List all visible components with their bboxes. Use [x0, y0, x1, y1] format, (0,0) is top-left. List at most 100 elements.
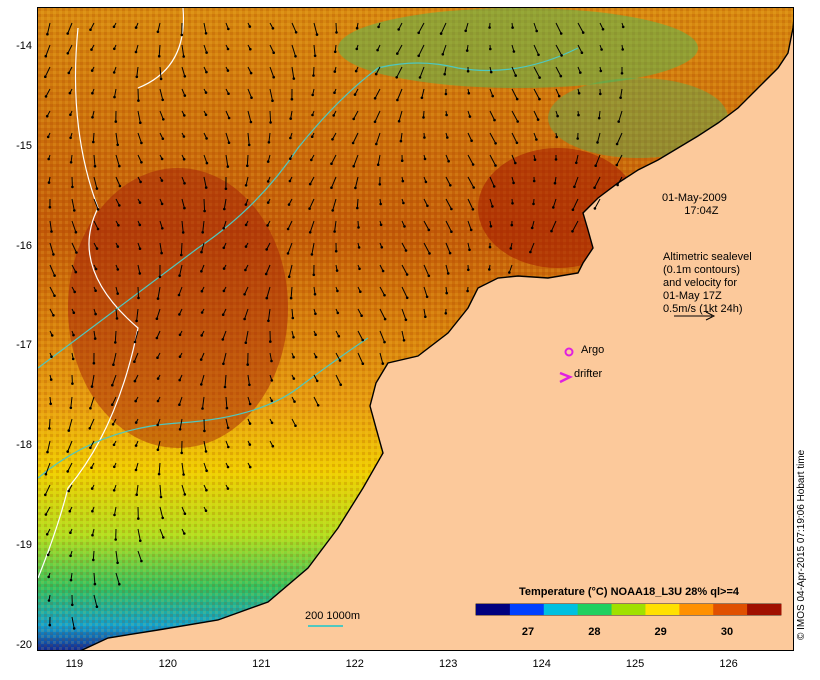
velocity-vector [357, 352, 364, 364]
velocity-vector-head [247, 143, 251, 147]
velocity-vector [467, 176, 475, 188]
velocity-vector [374, 110, 381, 123]
velocity-vector-head [491, 205, 494, 208]
velocity-vector-head [314, 312, 317, 316]
velocity-vector-head [138, 272, 142, 275]
date-label: 01-May-2009 17:04Z [662, 192, 727, 218]
colorbar-segment [747, 604, 782, 615]
velocity-vector-head [244, 203, 248, 206]
velocity-vector-head [494, 142, 497, 145]
velocity-vector [533, 22, 538, 32]
velocity-vector [181, 44, 185, 57]
velocity-vector-head [156, 356, 159, 360]
velocity-vector [379, 308, 386, 320]
velocity-vector [159, 484, 162, 498]
velocity-vector-head [351, 141, 355, 145]
velocity-vector-head [357, 246, 361, 249]
velocity-vector [573, 176, 579, 187]
velocity-vector [398, 110, 403, 122]
velocity-vector-head [248, 402, 252, 406]
velocity-vector-head [116, 561, 119, 565]
velocity-vector-head [227, 445, 230, 449]
velocity-vector-head [315, 379, 319, 383]
velocity-vector-head [270, 421, 274, 425]
velocity-vector [396, 44, 403, 54]
velocity-vector-head [89, 28, 92, 32]
velocity-vector-head [161, 227, 164, 230]
velocity-vector-head [134, 399, 137, 403]
velocity-vector-head [158, 275, 162, 279]
velocity-vector-head [114, 538, 117, 541]
velocity-vector-head [226, 69, 230, 72]
velocity-vector-head [227, 27, 230, 31]
velocity-vector-head [94, 289, 97, 293]
velocity-vectors [44, 22, 625, 630]
velocity-vector [137, 110, 141, 123]
colorbar-tick-label: 29 [654, 626, 667, 638]
velocity-vector [374, 88, 381, 99]
velocity-vector [309, 198, 315, 209]
velocity-vector [222, 352, 227, 364]
velocity-vector-head [205, 137, 208, 140]
velocity-vector-head [47, 181, 51, 184]
velocity-vector [181, 484, 186, 495]
velocity-vector-head [178, 378, 181, 382]
velocity-vector-head [396, 52, 399, 55]
velocity-vector-head [47, 157, 50, 161]
velocity-vector-head [134, 421, 138, 424]
velocity-vector-head [243, 317, 246, 321]
velocity-vector-head [116, 292, 119, 295]
velocity-vector-head [397, 119, 401, 123]
velocity-vector-head [200, 250, 203, 254]
velocity-vector [423, 264, 430, 277]
velocity-vector-head [397, 28, 401, 31]
velocity-vector-head [225, 406, 229, 410]
velocity-vector-head [74, 230, 78, 234]
velocity-vector-head [134, 468, 138, 472]
velocity-vector-head [244, 245, 248, 248]
velocity-vector-head [156, 423, 159, 427]
velocity-vector-head [95, 605, 99, 608]
velocity-vector-head [420, 96, 424, 100]
velocity-vector-head [333, 50, 337, 54]
velocity-vector [379, 286, 385, 296]
velocity-vector-head [93, 582, 97, 586]
velocity-vector-head [156, 30, 160, 34]
velocity-vector-head [161, 137, 165, 140]
map-canvas [38, 8, 793, 650]
velocity-vector [202, 220, 205, 233]
velocity-vector [181, 462, 185, 475]
velocity-vector-head [90, 466, 93, 470]
velocity-vector-head [248, 383, 251, 387]
velocity-vector [465, 22, 469, 31]
time-line: 17:04Z [684, 205, 719, 217]
velocity-vector-head [494, 164, 497, 167]
velocity-vector-head [69, 531, 72, 534]
latitude-tick-label: -15 [16, 139, 32, 152]
velocity-vector-head [44, 472, 48, 476]
velocity-vector-head [69, 554, 72, 558]
velocity-vector-head [532, 202, 535, 206]
velocity-vector [111, 374, 117, 386]
velocity-vector-head [599, 69, 603, 73]
velocity-vector-head [94, 312, 97, 316]
velocity-vector-head [68, 91, 72, 95]
velocity-vector [203, 44, 208, 53]
velocity-vector-head [50, 355, 53, 359]
velocity-vector-head [313, 292, 317, 296]
velocity-vector-head [417, 31, 421, 35]
velocity-vector-head [383, 340, 386, 344]
velocity-vector-head [619, 96, 622, 99]
velocity-vector [594, 198, 601, 209]
velocity-vector-head [339, 383, 343, 387]
velocity-vector-head [352, 164, 356, 168]
velocity-vector-head [536, 118, 540, 121]
velocity-vector-head [381, 269, 385, 273]
velocity-vector-head [425, 295, 429, 299]
velocity-vector [551, 220, 557, 232]
velocity-vector-head [294, 55, 297, 58]
velocity-vector-head [182, 55, 185, 58]
velocity-vector [71, 264, 77, 273]
velocity-vector [313, 66, 315, 76]
velocity-vector-head [270, 379, 274, 382]
